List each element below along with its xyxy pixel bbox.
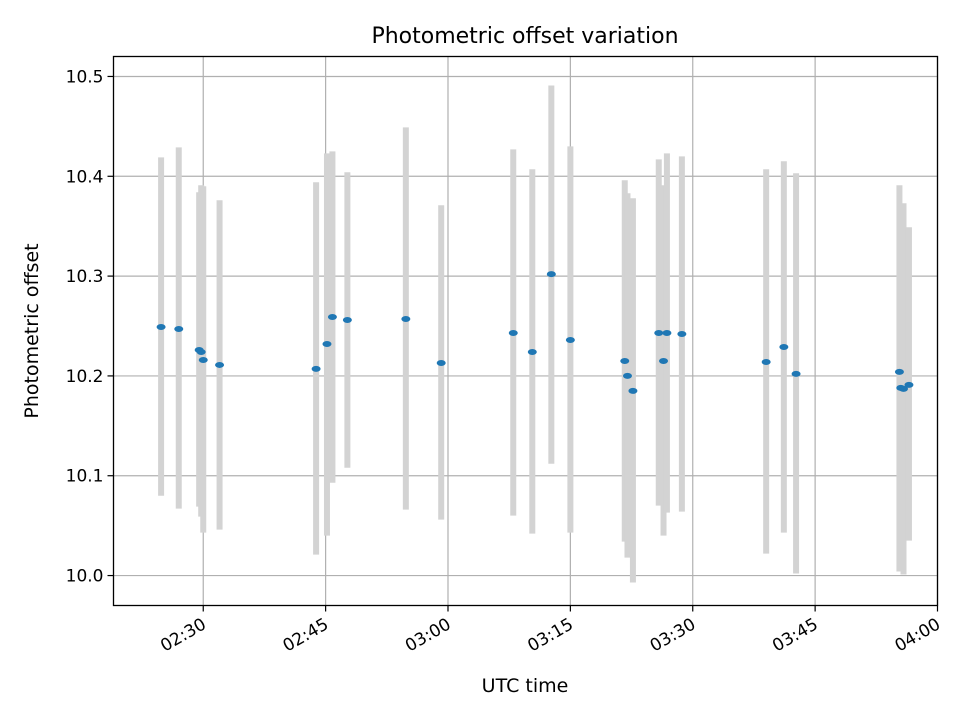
data-point	[894, 368, 904, 375]
data-point	[322, 340, 332, 347]
x-tick-label: 03:30	[647, 615, 699, 657]
y-tick-label: 10.1	[66, 467, 104, 487]
data-point	[659, 357, 669, 364]
data-point	[662, 329, 672, 336]
x-tick-label: 02:45	[280, 615, 332, 657]
data-point	[508, 329, 518, 336]
error-bars	[158, 85, 912, 583]
data-point	[196, 348, 206, 355]
y-tick-label: 10.2	[66, 367, 104, 387]
data-point	[327, 314, 337, 321]
x-axis-label: UTC time	[482, 675, 569, 697]
x-axis: 02:30 02:45 03:00 03:15 03:30 03:45 04:00	[157, 605, 944, 657]
chart-title: Photometric offset variation	[371, 24, 678, 49]
data-point	[677, 330, 687, 337]
data-point	[527, 348, 537, 355]
data-point	[342, 317, 352, 324]
y-axis-label: Photometric offset	[21, 243, 43, 418]
x-tick-label: 03:15	[524, 615, 576, 657]
data-point	[622, 372, 632, 379]
data-points	[156, 271, 914, 394]
data-point	[904, 381, 914, 388]
y-axis: 10.0 10.1 10.2 10.3 10.4 10.5	[66, 67, 114, 587]
data-point	[215, 361, 225, 368]
data-point	[779, 343, 789, 350]
y-tick-label: 10.4	[66, 167, 104, 187]
y-tick-label: 10.3	[66, 267, 104, 287]
y-tick-label: 10.5	[66, 67, 104, 87]
y-tick-label: 10.0	[66, 567, 104, 587]
data-point	[546, 271, 556, 278]
grid-lines	[113, 56, 939, 606]
data-point	[654, 329, 664, 336]
data-point	[761, 358, 771, 365]
data-point	[899, 385, 909, 392]
data-point	[174, 326, 184, 333]
plot-frame	[112, 55, 939, 607]
data-point	[565, 336, 575, 343]
data-point	[628, 387, 638, 394]
data-point	[311, 365, 321, 372]
x-tick-label: 04:00	[892, 615, 944, 657]
x-tick-label: 02:30	[157, 615, 209, 657]
data-point	[401, 316, 411, 323]
data-point	[620, 357, 630, 364]
data-point	[156, 324, 166, 331]
data-point	[791, 370, 801, 377]
data-point	[198, 356, 208, 363]
x-tick-label: 03:00	[402, 615, 454, 657]
x-tick-label: 03:45	[769, 615, 821, 657]
data-point	[436, 359, 446, 366]
